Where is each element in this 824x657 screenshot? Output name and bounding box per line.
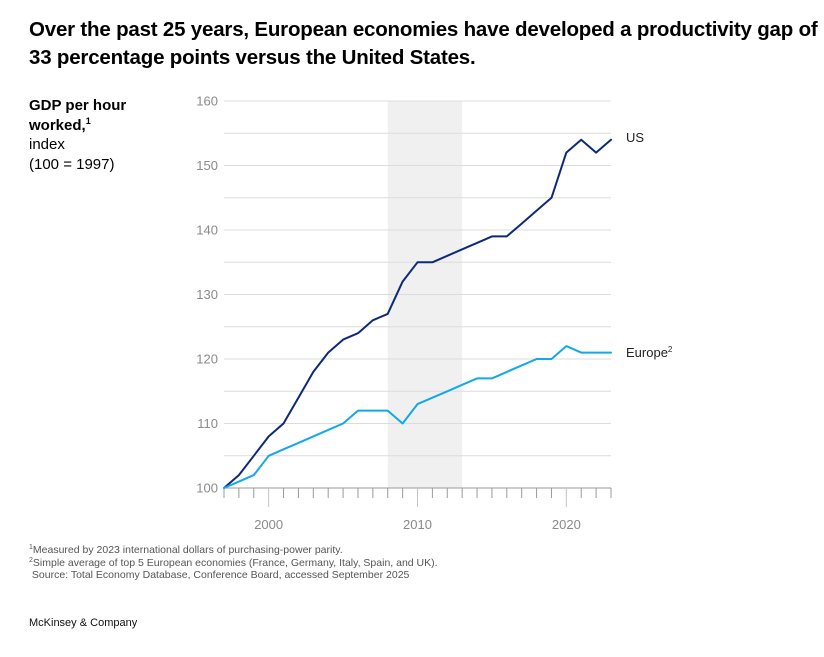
y-axis-title-line2: worked,1	[29, 116, 179, 136]
y-tick-label: 130	[196, 287, 218, 302]
footnote-2: 2Simple average of top 5 European econom…	[29, 557, 438, 570]
y-tick-label: 120	[196, 352, 218, 367]
line-chart: 2000 2010 2020 100 110 120 130 140 150 160 US Eur…	[196, 94, 673, 533]
series-label-europe: Europe2	[626, 345, 673, 360]
y-axis-title-line2-text: worked,	[29, 116, 86, 134]
footnote-1-text: Measured by 2023 international dollars o…	[32, 544, 343, 556]
y-tick-label: 100	[196, 481, 218, 496]
series-labels-layer: US Europe2	[626, 130, 673, 360]
series-label-text: Europe	[626, 345, 668, 360]
y-tick-label: 110	[197, 416, 218, 431]
series-label-text: US	[626, 130, 644, 145]
footnotes: 1Measured by 2023 international dollars …	[29, 544, 438, 582]
footnote-1: 1Measured by 2023 international dollars …	[29, 544, 438, 557]
gridlines-layer	[224, 100, 611, 457]
y-axis-title-line1: GDP per hour	[29, 97, 127, 114]
x-axis-layer: 2000 2010 2020	[223, 487, 612, 532]
y-axis-title-line3: index	[29, 136, 65, 153]
source-text: Source: Total Economy Database, Conferen…	[31, 569, 410, 581]
brand-logo-text: McKinsey & Company	[29, 617, 138, 629]
chart-title: Over the past 25 years, European economi…	[29, 18, 818, 69]
x-tick-label: 2000	[254, 517, 283, 532]
source-note: Source: Total Economy Database, Conferen…	[29, 569, 438, 582]
y-tick-label: 150	[196, 158, 218, 173]
series-layer	[223, 138, 612, 489]
y-tick-label: 140	[196, 223, 218, 238]
footnote-ref-1: 1	[85, 115, 91, 126]
footnote-2-text: Simple average of top 5 European economi…	[32, 556, 438, 569]
footnote-ref-2: 2	[668, 345, 673, 354]
y-tick-label: 160	[196, 94, 218, 109]
x-tick-label: 2020	[552, 517, 581, 532]
y-axis-title: GDP per hour worked,1 index (100 = 1997)	[29, 96, 179, 174]
series-label-us: US	[626, 130, 644, 145]
y-axis-title-line4: (100 = 1997)	[29, 155, 115, 173]
x-tick-label: 2010	[403, 517, 432, 532]
y-tick-labels-layer: 100 110 120 130 140 150 160	[196, 94, 218, 496]
footnote-1-marker: 1	[29, 544, 33, 551]
footnote-2-marker: 2	[29, 556, 33, 564]
